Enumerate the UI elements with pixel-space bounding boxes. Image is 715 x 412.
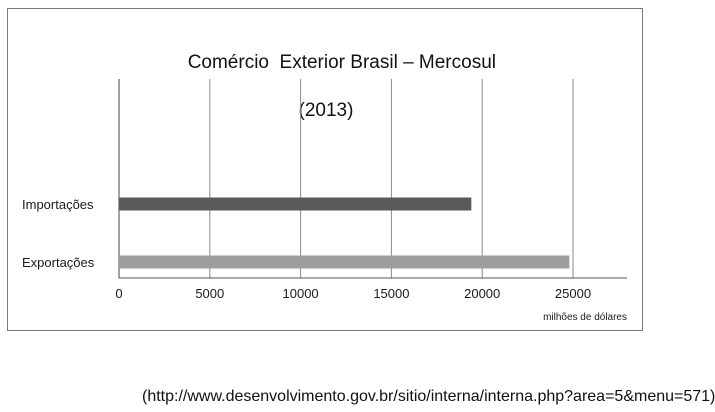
chart-title-block: Comércio Exterior Brasil – Mercosul (201… bbox=[8, 27, 644, 171]
x-axis-label: milhões de dólares bbox=[543, 312, 627, 323]
x-tick-label: 20000 bbox=[464, 286, 500, 301]
chart-frame: Comércio Exterior Brasil – Mercosul (201… bbox=[7, 8, 643, 331]
gridlines bbox=[118, 79, 574, 278]
chart-subtitle: (2013) bbox=[298, 100, 354, 121]
source-citation: (http://www.desenvolvimento.gov.br/sitio… bbox=[142, 388, 715, 405]
bar-chart: 0 5000 10000 15000 20000 25000 milhões de dóla… bbox=[22, 79, 627, 323]
labels: 0 5000 10000 15000 20000 25000 milhões de dóla… bbox=[22, 197, 627, 323]
x-tick-label: 0 bbox=[115, 286, 122, 301]
chart-title: Comércio Exterior Brasil – Mercosul bbox=[187, 52, 496, 73]
bars bbox=[119, 197, 570, 269]
category-label: Importações bbox=[22, 197, 94, 212]
bar-exportaes bbox=[119, 255, 570, 269]
bar-importaes bbox=[119, 197, 472, 211]
x-tick-label: 15000 bbox=[373, 286, 409, 301]
x-tick-label: 10000 bbox=[283, 286, 319, 301]
x-tick-label: 5000 bbox=[195, 286, 224, 301]
x-tick-label: 25000 bbox=[555, 286, 591, 301]
category-label: Exportações bbox=[22, 255, 95, 270]
